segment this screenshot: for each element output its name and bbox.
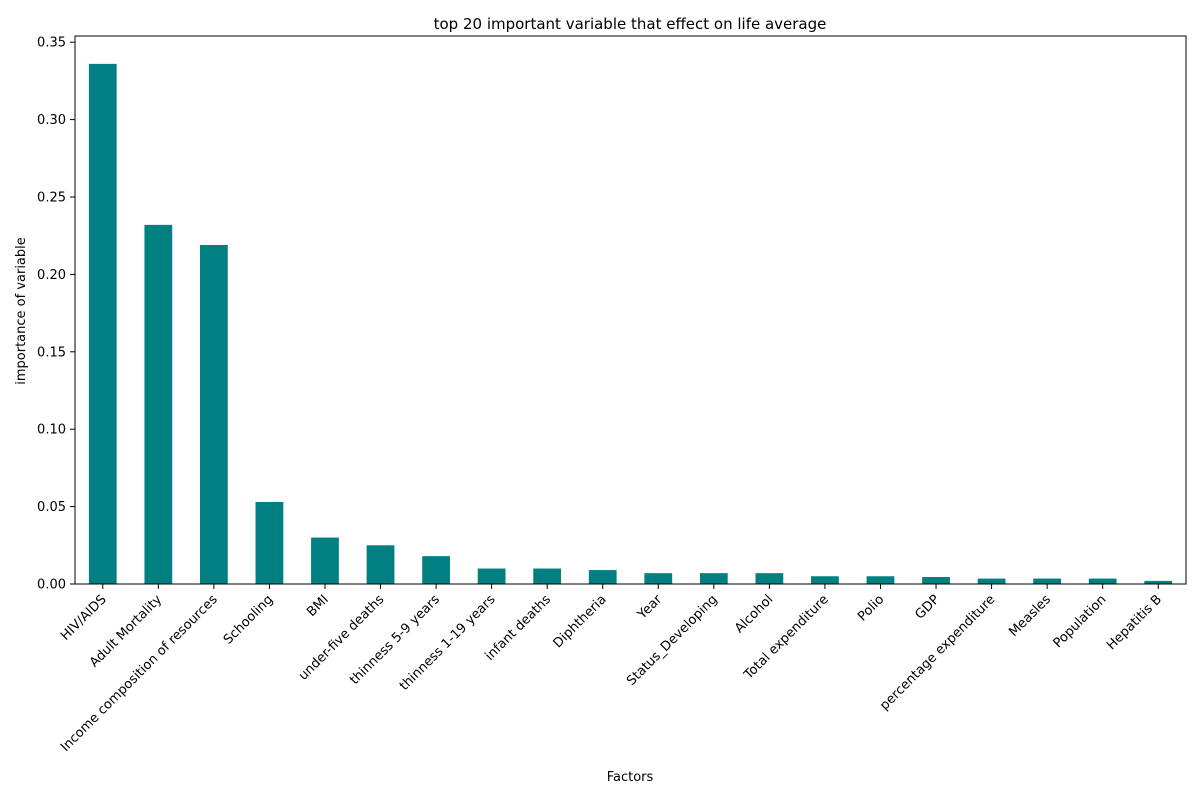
x-tick-label: percentage expenditure xyxy=(877,592,998,713)
bar-15 xyxy=(922,577,950,584)
x-axis-label: Factors xyxy=(607,770,654,785)
bar-14 xyxy=(866,576,895,584)
y-tick-label: 0.30 xyxy=(37,113,66,128)
x-tick-label: GDP xyxy=(912,592,942,622)
bar-13 xyxy=(811,576,839,584)
x-tick-label: Polio xyxy=(855,592,887,624)
bar-17 xyxy=(1033,578,1062,584)
bar-19 xyxy=(1144,580,1173,584)
x-tick-label: Year xyxy=(634,592,665,623)
x-tick-label: Alcohol xyxy=(732,592,776,636)
x-tick-label: Status_Developing xyxy=(624,592,721,689)
bar-9 xyxy=(588,570,617,584)
x-tick-label: Schooling xyxy=(221,592,276,647)
y-tick-label: 0.05 xyxy=(37,500,66,515)
bar-1 xyxy=(144,224,173,585)
x-tick-label: thinness 1-19 years xyxy=(397,592,499,694)
bar-4 xyxy=(311,537,339,584)
x-tick-label: HIV/AIDS xyxy=(58,592,110,644)
chart-title: top 20 important variable that effect on… xyxy=(434,15,827,33)
bar-8 xyxy=(533,568,562,584)
bar-5 xyxy=(366,545,395,584)
bar-3 xyxy=(255,501,284,584)
bar-7 xyxy=(477,568,506,584)
y-tick-label: 0.35 xyxy=(37,36,66,51)
x-tick-label: BMI xyxy=(304,592,332,620)
plot-area: 0.00 0.05 0.10 0.15 0.20 0.25 0.30 0.35 HIV/AIDS… xyxy=(37,35,1187,755)
x-tick-label: Measles xyxy=(1006,592,1054,640)
y-tick-label: 0.10 xyxy=(37,423,66,438)
y-tick-label: 0.20 xyxy=(37,268,66,283)
bar-0 xyxy=(88,63,117,585)
plot-frame xyxy=(74,35,1187,585)
bar-18 xyxy=(1088,578,1117,584)
x-tick-label: Population xyxy=(1051,592,1110,651)
y-tick-label: 0.15 xyxy=(37,345,66,360)
y-axis-label: importance of variable xyxy=(14,237,29,385)
bar-12 xyxy=(755,573,784,584)
bar-2 xyxy=(199,244,228,585)
y-tick-label: 0.00 xyxy=(37,578,66,593)
x-tick-label: Diphtheria xyxy=(551,592,610,651)
x-tick-label: Hepatitis B xyxy=(1104,592,1165,653)
bar-6 xyxy=(422,556,450,584)
bar-16 xyxy=(977,578,1006,584)
bar-10 xyxy=(644,573,673,584)
bar-11 xyxy=(699,573,728,584)
y-tick-label: 0.25 xyxy=(37,190,66,205)
